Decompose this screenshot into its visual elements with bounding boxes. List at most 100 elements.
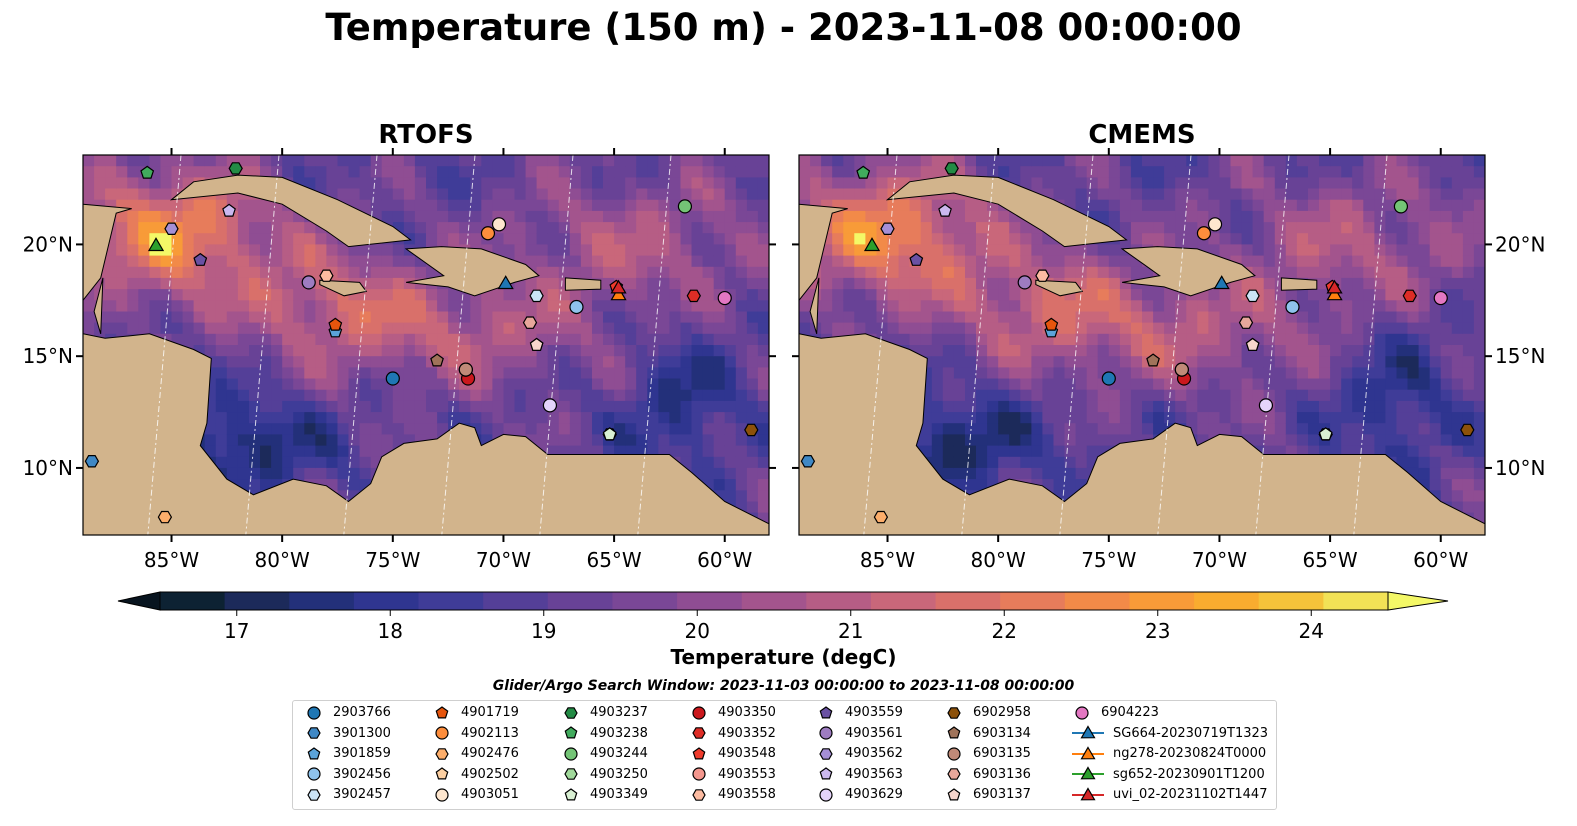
legend-marker — [819, 705, 833, 718]
float-marker-4903629 — [542, 398, 558, 413]
boundary-line — [863, 155, 898, 535]
legend-symbol — [1075, 705, 1089, 720]
float-marker-6904223 — [717, 290, 732, 306]
legend-item: SG664-20230719T1323 — [1071, 724, 1268, 743]
float-marker-ng278-20230824T0000 — [610, 286, 627, 301]
legend-marker — [819, 726, 833, 740]
float-legend: 2903766 3901300 3901859 3902456 3902457 49017… — [292, 700, 1277, 810]
legend-label: 4903350 — [718, 705, 776, 720]
legend-item: 4903558 — [688, 785, 776, 804]
float-marker-4903561 — [1017, 275, 1032, 290]
legend-label: 4903238 — [590, 725, 648, 741]
legend-marker — [435, 787, 449, 802]
legend-item: 6903134 — [943, 724, 1031, 743]
legend-item: 6903136 — [943, 765, 1031, 784]
legend-marker — [307, 727, 321, 739]
legend-marker — [307, 705, 321, 720]
map-panel-rtofs — [83, 155, 769, 535]
x-tick-label: 65°W — [586, 548, 641, 572]
map-panel-cmems — [799, 155, 1485, 535]
float-marker-4902113 — [480, 226, 496, 241]
land-area — [319, 279, 368, 297]
float-marker-4902476 — [157, 510, 173, 524]
float-marker-4901719 — [1044, 317, 1059, 331]
boundary-line — [441, 155, 476, 535]
legend-symbol — [1080, 766, 1096, 780]
float-marker-4902113 — [1196, 226, 1212, 241]
boundary-line — [637, 155, 672, 535]
legend-item: 4903629 — [815, 785, 903, 804]
legend-label: SG664-20230719T1323 — [1113, 725, 1269, 741]
float-marker-6903137 — [1245, 337, 1260, 351]
float-marker-4903559 — [193, 252, 208, 266]
legend-label: 6902958 — [973, 705, 1031, 720]
x-tick-label: 75°W — [365, 548, 420, 572]
boundary-line — [343, 155, 378, 535]
float-marker-4903562 — [880, 222, 895, 235]
panel-title-cmems: CMEMS — [1088, 120, 1196, 150]
legend-symbol — [307, 767, 321, 781]
land-area — [1035, 279, 1084, 297]
float-marker-4903237 — [228, 162, 243, 175]
float-marker-4903352 — [1402, 289, 1417, 303]
legend-marker — [819, 747, 833, 760]
legend-symbol — [692, 727, 706, 739]
legend-symbol — [1080, 786, 1096, 800]
legend-label: 3901300 — [333, 725, 391, 741]
float-marker-6903136 — [1238, 316, 1254, 329]
legend-item: 4903352 — [688, 724, 776, 743]
legend-marker — [307, 767, 321, 781]
x-tick-label: 65°W — [1302, 548, 1357, 572]
x-tick-label: 85°W — [860, 548, 915, 572]
legend-item: 4902502 — [431, 765, 519, 784]
legend-marker — [564, 726, 578, 739]
legend-item: sg652-20230901T1200 — [1071, 765, 1265, 784]
legend-marker — [1072, 786, 1104, 800]
figure-title: Temperature (150 m) - 2023-11-08 00:00:0… — [325, 6, 1242, 49]
float-marker-uvi_02-20231102T1447 — [1326, 279, 1343, 294]
legend-marker — [947, 726, 961, 739]
float-marker-6904223 — [1433, 290, 1448, 306]
float-marker-4903561 — [301, 275, 316, 290]
y-tick-label: 20°N — [23, 232, 73, 256]
legend-label: 4903349 — [590, 787, 648, 802]
boundary-line — [539, 155, 574, 535]
legend-label: 3902456 — [333, 766, 391, 782]
float-marker-sg652-20230901T1200 — [863, 237, 881, 252]
legend-symbol — [947, 768, 961, 780]
legend-item: 4902113 — [431, 724, 519, 743]
legend-symbol — [692, 746, 706, 759]
y-tick-label: 15°N — [23, 344, 73, 368]
legend-label: 6903134 — [973, 725, 1031, 741]
legend-label: 3902457 — [333, 787, 391, 802]
float-marker-4903563 — [938, 203, 952, 217]
legend-label: 4903352 — [718, 725, 776, 741]
legend-marker — [692, 788, 706, 801]
legend-symbol — [564, 726, 578, 739]
legend-item: 6902958 — [943, 703, 1031, 722]
legend-item: 4903051 — [431, 785, 519, 804]
legend-label: 4903561 — [845, 725, 903, 741]
legend-symbol — [692, 788, 706, 801]
legend-marker — [1075, 705, 1089, 720]
legend-label: 4902476 — [461, 746, 519, 761]
boundary-line — [245, 155, 280, 535]
float-marker-4903244 — [677, 199, 693, 214]
legend-item: 4903548 — [688, 744, 776, 763]
boundary-line — [1059, 155, 1094, 535]
x-tick-label: 60°W — [697, 548, 752, 572]
legend-item: 6903135 — [943, 744, 1031, 763]
float-marker-2903766 — [385, 371, 400, 386]
legend-label: 4903244 — [590, 746, 648, 761]
legend-item: 6904223 — [1071, 703, 1159, 722]
legend-label: 4903562 — [845, 746, 903, 761]
float-marker-4903558 — [319, 269, 334, 282]
legend-label: uvi_02-20231102T1447 — [1113, 787, 1268, 802]
legend-item: 3902457 — [303, 785, 391, 804]
legend-item: 4903562 — [815, 744, 903, 763]
float-marker-4903562 — [164, 222, 179, 235]
legend-item: 4903349 — [560, 785, 648, 804]
boundary-line — [147, 155, 182, 535]
map-frame — [82, 154, 770, 536]
legend-symbol — [1080, 745, 1096, 759]
